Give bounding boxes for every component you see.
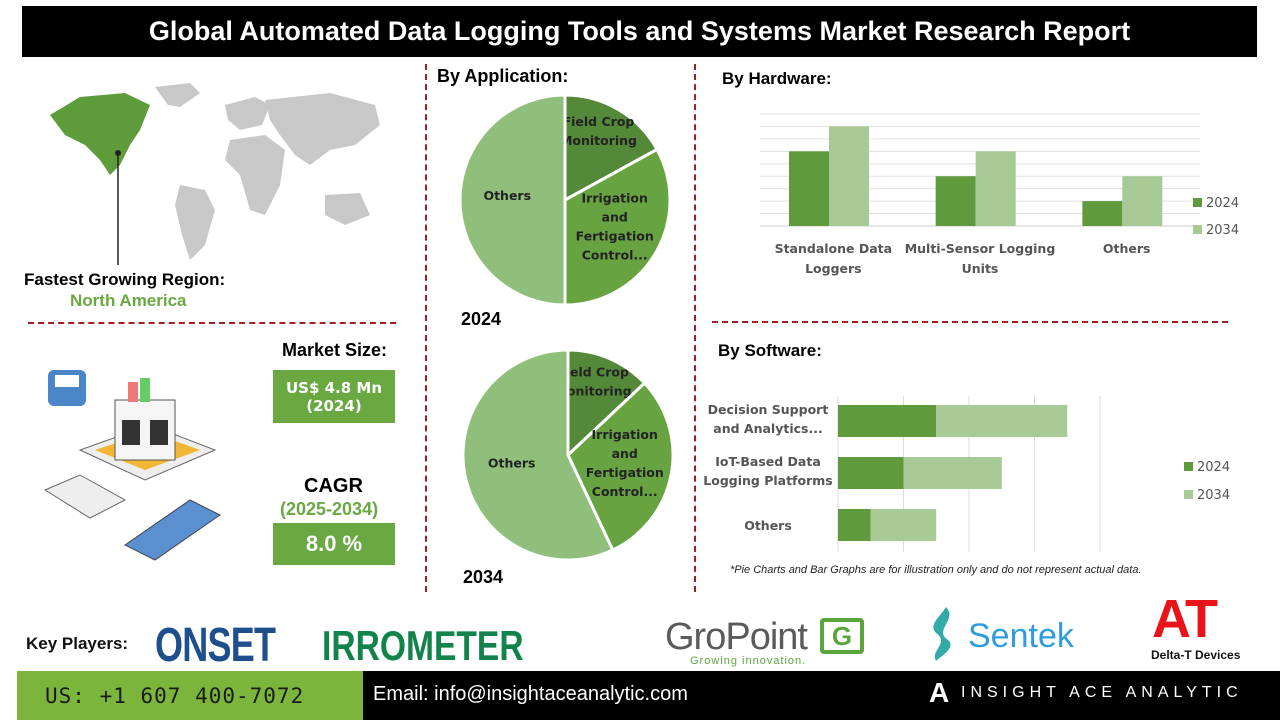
world-map (50, 83, 380, 265)
legend-swatch (1193, 198, 1202, 207)
bar-2034 (1122, 176, 1163, 226)
onset-logo: ONSET (155, 619, 276, 672)
application-title: By Application: (437, 66, 569, 86)
legend-swatch (1184, 462, 1193, 471)
category-label: Others (744, 518, 792, 533)
market-size-label: Market Size: (282, 340, 388, 360)
legend-label: 2034 (1206, 223, 1239, 238)
category-label: Multi-Sensor Logging Units (905, 241, 1056, 276)
sentek-icon (933, 607, 951, 661)
bar-2034 (870, 509, 937, 541)
bar-2024 (935, 176, 976, 226)
north-america-highlight (50, 93, 150, 175)
report-title: Global Automated Data Logging Tools and … (22, 6, 1257, 57)
legend-label: 2024 (1206, 196, 1239, 211)
brand-logo-icon: A (929, 677, 950, 708)
gropoint-g-icon: G (820, 618, 864, 654)
category-label: Standalone Data Loggers (775, 241, 893, 276)
pie-slice (563, 93, 660, 203)
divider (425, 64, 427, 592)
delta-t-logo: AT (1152, 589, 1218, 649)
pie-slice (563, 147, 672, 307)
region-label: Fastest Growing Region: (24, 270, 226, 289)
gropoint-tagline: Growing innovation. (690, 655, 807, 667)
pie-year-2034: 2034 (463, 567, 504, 587)
cagr-label: CAGR (304, 475, 363, 497)
footnote: *Pie Charts and Bar Graphs are for illus… (730, 564, 1142, 576)
hardware-bar-chart: Standalone Data Loggers Multi-Sensor Loggi… (760, 113, 1239, 276)
pie-slice (566, 348, 647, 459)
bar-2034 (975, 151, 1016, 226)
software-title: By Software: (718, 341, 822, 360)
region-value: North America (70, 291, 187, 310)
phone-number: US: +1 607 400-7072 (17, 671, 363, 720)
application-pie-2034: Field Crop Monitoring Irrigation and Fertiga… (461, 348, 675, 562)
bar-2024 (1082, 201, 1123, 226)
key-players-label: Key Players: (26, 634, 129, 653)
cagr-value: 8.0 % (273, 523, 395, 565)
divider (28, 322, 396, 324)
divider (694, 64, 696, 592)
brand-name: INSIGHT ACE ANALYTIC (961, 684, 1243, 701)
footer-bar: Email: info@insightaceanalytic.com A INS… (363, 671, 1280, 720)
delta-t-name: Delta-T Devices (1151, 648, 1241, 662)
legend-swatch (1184, 490, 1193, 499)
sentek-logo: Sentek (968, 617, 1074, 655)
bar-2024 (838, 509, 871, 541)
cagr-period: (2025-2034) (280, 499, 379, 519)
email: Email: info@insightaceanalytic.com (373, 683, 688, 705)
divider (712, 321, 1228, 323)
bar-2024 (838, 405, 937, 437)
market-size-value: US$ 4.8 Mn (285, 378, 383, 397)
bar-2024 (789, 151, 829, 226)
category-label: Decision Support and Analytics... (708, 402, 829, 436)
bar-2034 (829, 126, 869, 226)
category-label: Others (1103, 241, 1151, 256)
category-label: IoT-Based Data Logging Platforms (703, 454, 832, 488)
irrometer-logo: IRROMETER (322, 622, 524, 669)
pie-label: Irrigation and Fertigation Control... (576, 190, 654, 262)
pie-label: Field Crop Monitoring (560, 114, 637, 148)
pie-label: Irrigation and Fertigation Control... (586, 427, 664, 499)
pie-label: Field Crop Monitoring (554, 365, 631, 399)
pie-slice (461, 348, 615, 562)
legend-label: 2034 (1197, 488, 1230, 503)
gropoint-logo: GroPoint (665, 616, 808, 658)
bar-2034 (903, 457, 1002, 489)
software-bar-chart: Decision Support and Analytics... IoT-Base… (703, 396, 1230, 552)
data-server-illustration (43, 370, 221, 561)
legend-swatch (1193, 225, 1202, 234)
bar-2034 (936, 405, 1068, 437)
hardware-title: By Hardware: (722, 69, 832, 88)
market-size-year: (2024) (306, 396, 362, 415)
pie-label: Others (483, 188, 531, 203)
pie-slice (458, 93, 567, 307)
bar-2024 (838, 457, 904, 489)
legend-label: 2024 (1197, 460, 1230, 475)
pie-label: Others (488, 456, 536, 471)
pie-year-2024: 2024 (461, 309, 502, 329)
application-pie-2024: Field Crop Monitoring Irrigation and Fertiga… (458, 93, 672, 307)
